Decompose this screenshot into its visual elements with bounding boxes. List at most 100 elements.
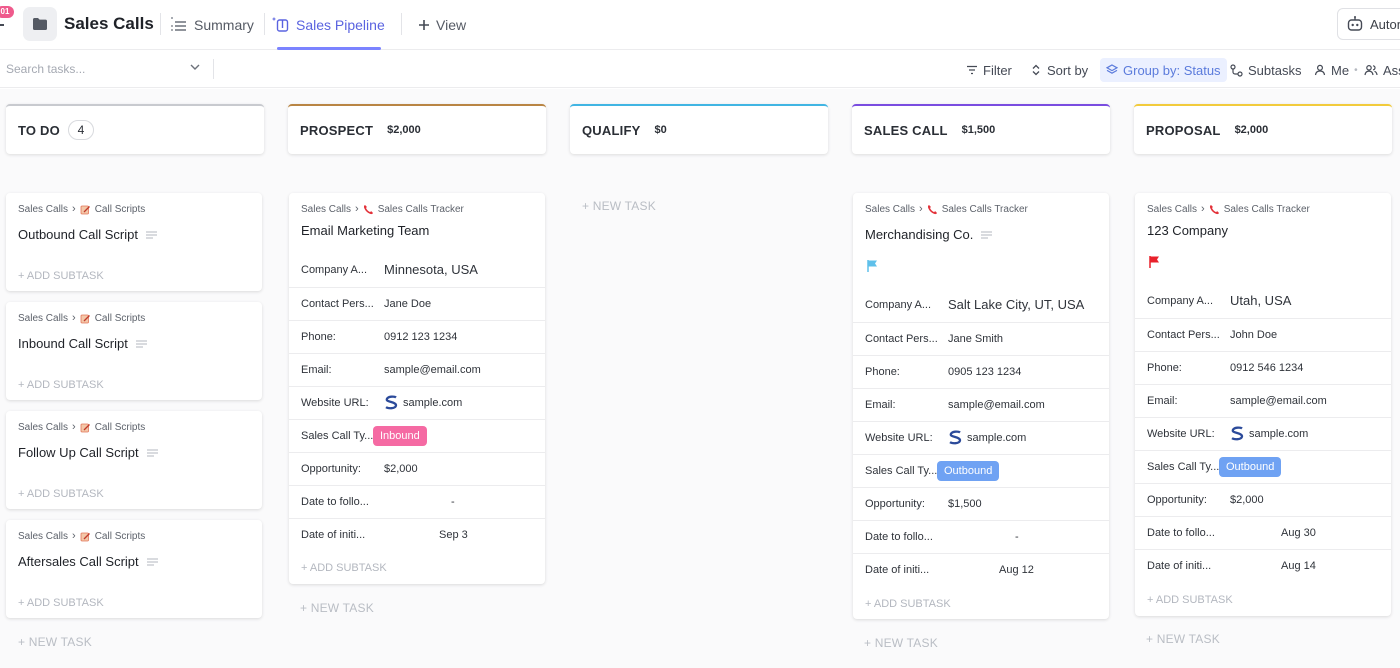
task-title-text: Inbound Call Script [18,336,128,351]
field-website[interactable]: Website URL: sample.com [289,386,545,419]
field-company-address[interactable]: Company A... Salt Lake City, UT, USA [853,289,1109,322]
breadcrumb-folder[interactable]: Sales Calls Tracker [1223,203,1310,215]
new-task-button-sales-call[interactable]: + NEW TASK [864,636,938,650]
automate-button[interactable]: Autom [1337,8,1400,40]
priority-flag-icon[interactable] [866,259,879,273]
field-contact-person[interactable]: Contact Pers... John Doe [1135,318,1391,351]
field-opportunity[interactable]: Opportunity: $2,000 [289,452,545,485]
column-name: QUALIFY [582,122,641,138]
task-title[interactable]: Follow Up Call Script [18,445,158,460]
field-email[interactable]: Email: sample@email.com [289,353,545,386]
task-card[interactable]: Sales Calls › Call Scripts Follow Up Cal… [6,411,262,509]
breadcrumb-folder[interactable]: Sales Calls Tracker [377,203,464,215]
field-email[interactable]: Email: sample@email.com [1135,384,1391,417]
new-task-button-qualify[interactable]: + NEW TASK [582,199,656,213]
filter-button[interactable]: Filter [966,58,1012,82]
layers-icon [1106,64,1118,74]
new-task-button-to-do[interactable]: + NEW TASK [18,635,92,649]
add-subtask-button[interactable]: + ADD SUBTASK [1147,594,1233,606]
breadcrumb-folder[interactable]: Call Scripts [94,530,146,542]
add-subtask-button[interactable]: + ADD SUBTASK [18,488,104,500]
sort-button[interactable]: Sort by [1030,58,1088,82]
tab-summary[interactable]: Summary [170,15,254,35]
task-card[interactable]: Sales Calls › Call Scripts Aftersales Ca… [6,520,262,618]
add-subtask-button[interactable]: + ADD SUBTASK [18,270,104,282]
folder-icon-button[interactable] [23,7,57,41]
field-website[interactable]: Website URL: sample.com [1135,417,1391,450]
field-follow-up-date[interactable]: Date to follo... - [853,520,1109,553]
field-opportunity[interactable]: Opportunity: $1,500 [853,487,1109,520]
task-title[interactable]: Merchandising Co. [865,227,993,242]
deal-card[interactable]: Sales Calls › Sales Calls Tracker 123 Co… [1135,193,1391,616]
task-title[interactable]: Outbound Call Script [18,227,157,242]
deal-card[interactable]: Sales Calls › Sales Calls Tracker Email … [289,193,545,584]
breadcrumb-list[interactable]: Sales Calls [865,203,916,215]
column-header-sales-call[interactable]: SALES CALL $1,500 [852,104,1110,154]
column-header-proposal[interactable]: PROPOSAL $2,000 [1134,104,1392,154]
subtasks-button[interactable]: Subtasks [1230,58,1301,82]
task-title[interactable]: Aftersales Call Script [18,554,158,569]
notification-badge[interactable]: 01 [0,6,14,18]
call-type-badge[interactable]: Outbound [1219,457,1282,477]
breadcrumb-list[interactable]: Sales Calls [18,312,69,324]
breadcrumb-list[interactable]: Sales Calls [18,530,69,542]
task-title[interactable]: 123 Company [1147,223,1228,238]
field-value[interactable]: sample.com [384,395,462,410]
field-phone[interactable]: Phone: 0912 123 1234 [289,320,545,353]
add-view-button[interactable]: View [418,15,466,35]
field-initial-date[interactable]: Date of initi... Aug 14 [1135,549,1391,582]
field-sales-call-type[interactable]: Sales Call Ty... Inbound [289,419,545,452]
breadcrumb-list[interactable]: Sales Calls [18,421,69,433]
breadcrumb-list[interactable]: Sales Calls [301,203,352,215]
breadcrumb-list[interactable]: Sales Calls [1147,203,1198,215]
field-phone[interactable]: Phone: 0905 123 1234 [853,355,1109,388]
field-website[interactable]: Website URL: sample.com [853,421,1109,454]
breadcrumb-folder[interactable]: Sales Calls Tracker [941,203,1028,215]
me-filter-button[interactable]: Me • [1314,58,1358,82]
new-task-button-prospect[interactable]: + NEW TASK [300,601,374,615]
field-value[interactable]: sample.com [948,430,1026,445]
column-header-qualify[interactable]: QUALIFY $0 [570,104,828,154]
group-by-button[interactable]: Group by: Status [1100,58,1227,82]
field-value[interactable]: sample.com [1230,426,1308,441]
task-card[interactable]: Sales Calls › Call Scripts Inbound Call … [6,302,262,400]
task-title[interactable]: Email Marketing Team [301,223,430,238]
field-initial-date[interactable]: Date of initi... Sep 3 [289,518,545,551]
add-subtask-button[interactable]: + ADD SUBTASK [865,598,951,610]
field-follow-up-date[interactable]: Date to follo... Aug 30 [1135,516,1391,549]
call-type-badge[interactable]: Inbound [373,426,427,446]
task-card[interactable]: Sales Calls › Call Scripts Outbound Call… [6,193,262,291]
field-company-address[interactable]: Company A... Minnesota, USA [289,254,545,287]
assignees-button[interactable]: Ass [1364,58,1400,82]
field-email[interactable]: Email: sample@email.com [853,388,1109,421]
active-tab-indicator [277,47,381,50]
priority-flag-icon[interactable] [1148,255,1161,269]
breadcrumb-folder[interactable]: Call Scripts [94,203,146,215]
tab-sales-pipeline[interactable]: Sales Pipeline [272,15,385,35]
breadcrumb-folder[interactable]: Call Scripts [94,421,146,433]
new-task-button-proposal[interactable]: + NEW TASK [1146,632,1220,646]
breadcrumb-list[interactable]: Sales Calls [18,203,69,215]
add-subtask-button[interactable]: + ADD SUBTASK [301,562,387,574]
field-contact-person[interactable]: Contact Pers... Jane Doe [289,287,545,320]
field-sales-call-type[interactable]: Sales Call Ty... Outbound [1135,450,1391,483]
search-input[interactable]: Search tasks... [6,62,86,76]
breadcrumb-folder[interactable]: Call Scripts [94,312,146,324]
chevron-down-icon[interactable] [189,61,201,73]
field-initial-date[interactable]: Date of initi... Aug 12 [853,553,1109,586]
field-value: Sep 3 [439,529,468,541]
field-opportunity[interactable]: Opportunity: $2,000 [1135,483,1391,516]
column-header-prospect[interactable]: PROSPECT $2,000 [288,104,546,154]
menu-icon[interactable] [0,24,4,26]
column-header-to-do[interactable]: TO DO 4 [6,104,264,154]
field-contact-person[interactable]: Contact Pers... Jane Smith [853,322,1109,355]
field-sales-call-type[interactable]: Sales Call Ty... Outbound [853,454,1109,487]
field-follow-up-date[interactable]: Date to follo... - [289,485,545,518]
call-type-badge[interactable]: Outbound [937,461,1000,481]
field-company-address[interactable]: Company A... Utah, USA [1135,285,1391,318]
deal-card[interactable]: Sales Calls › Sales Calls Tracker Mercha… [853,193,1109,619]
add-subtask-button[interactable]: + ADD SUBTASK [18,379,104,391]
field-phone[interactable]: Phone: 0912 546 1234 [1135,351,1391,384]
add-subtask-button[interactable]: + ADD SUBTASK [18,597,104,609]
task-title[interactable]: Inbound Call Script [18,336,147,351]
